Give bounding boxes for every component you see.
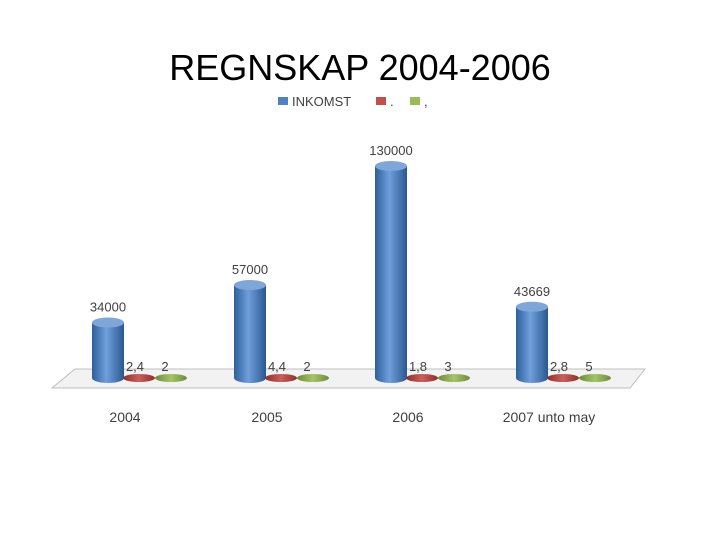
bar-2-2 bbox=[265, 374, 297, 382]
category-label-2005: 2005 bbox=[251, 409, 282, 425]
bar-3-1 bbox=[155, 374, 187, 382]
legend: INKOMST . , bbox=[278, 94, 428, 109]
chart-title: REGNSKAP 2004-2006 bbox=[169, 47, 551, 88]
bar-1-4 bbox=[516, 301, 548, 383]
data-label-3-4: 5 bbox=[585, 359, 592, 374]
data-label-1-1: 34000 bbox=[90, 300, 126, 315]
category-label-2007: 2007 unto may bbox=[503, 409, 596, 425]
legend-label-inkomst: INKOMST bbox=[292, 94, 351, 109]
category-labels: 2004 2005 2006 2007 unto may bbox=[109, 409, 595, 425]
data-label-3-1: 2 bbox=[161, 359, 168, 374]
data-label-2-2: 4,4 bbox=[268, 359, 286, 374]
legend-swatch-series-2 bbox=[376, 97, 386, 105]
data-label-3-2: 2 bbox=[303, 359, 310, 374]
data-label-2-1: 2,4 bbox=[126, 359, 144, 374]
chart-marks: 34000 2,4 2 57000 4,4 2 130000 1,8 3 43669 2,8 5 bbox=[90, 143, 611, 383]
data-label-3-3: 3 bbox=[444, 359, 451, 374]
floor bbox=[50, 368, 647, 389]
bar-2-1 bbox=[123, 374, 155, 382]
data-label-1-3: 130000 bbox=[369, 143, 412, 158]
bar-3-3 bbox=[438, 374, 470, 382]
category-label-2006: 2006 bbox=[392, 409, 423, 425]
bar-1-2 bbox=[234, 280, 266, 383]
bar-2-3 bbox=[406, 374, 438, 382]
bar-3-2 bbox=[297, 374, 329, 382]
legend-label-series-3: , bbox=[424, 94, 428, 109]
legend-swatch-series-3 bbox=[410, 97, 420, 105]
bar-3-4 bbox=[579, 374, 611, 382]
data-label-2-4: 2,8 bbox=[550, 359, 568, 374]
bar-1-3 bbox=[375, 161, 407, 383]
data-label-2-3: 1,8 bbox=[409, 359, 427, 374]
data-label-1-4: 43669 bbox=[514, 284, 550, 299]
chart-floor bbox=[50, 368, 647, 389]
legend-swatch-inkomst bbox=[278, 97, 288, 105]
bar-1-1 bbox=[92, 317, 124, 383]
data-label-1-2: 57000 bbox=[232, 262, 268, 277]
bar-2-4 bbox=[547, 374, 579, 382]
category-label-2004: 2004 bbox=[109, 409, 140, 425]
legend-label-series-2: . bbox=[390, 94, 394, 109]
